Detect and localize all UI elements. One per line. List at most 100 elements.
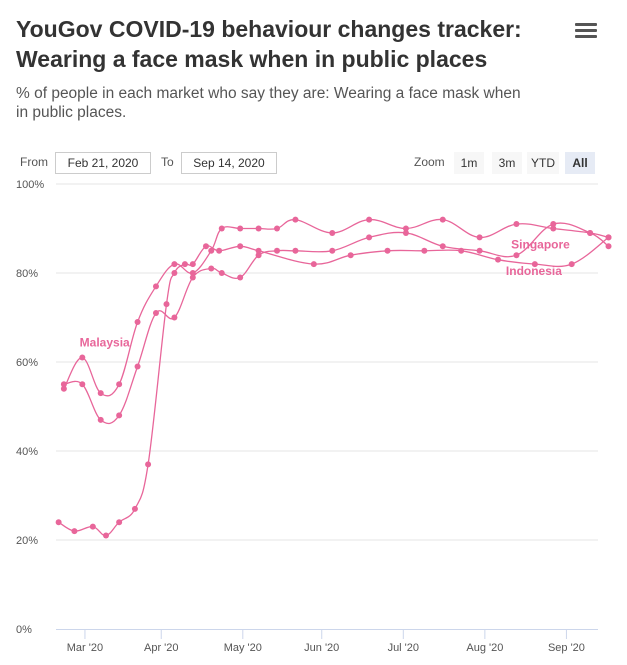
data-point-singapore bbox=[476, 247, 483, 254]
chart-title: YouGov COVID-19 behaviour changes tracke… bbox=[16, 16, 522, 72]
data-point-singapore bbox=[587, 229, 594, 236]
zoom-3m-button[interactable]: 3m bbox=[492, 152, 522, 174]
data-point-indonesia bbox=[55, 519, 62, 526]
data-point-indonesia bbox=[145, 461, 152, 468]
data-point-singapore bbox=[329, 247, 336, 254]
data-point-malaysia bbox=[208, 247, 215, 254]
to-date-input[interactable]: Sep 14, 2020 bbox=[181, 152, 277, 174]
data-point-malaysia bbox=[171, 261, 178, 268]
menu-icon[interactable] bbox=[572, 20, 600, 44]
from-label: From bbox=[20, 155, 48, 169]
data-point-singapore bbox=[79, 381, 86, 388]
y-tick-label: 60% bbox=[16, 357, 38, 369]
x-tick-label: Jul '20 bbox=[388, 642, 419, 654]
y-tick-label: 100% bbox=[16, 179, 44, 191]
data-point-indonesia bbox=[421, 247, 428, 254]
menu-bar bbox=[575, 35, 597, 38]
data-point-singapore bbox=[366, 234, 373, 241]
data-point-malaysia bbox=[439, 216, 446, 223]
data-point-singapore bbox=[189, 274, 196, 281]
x-tick-label: Aug '20 bbox=[466, 642, 503, 654]
series-label-malaysia: Malaysia bbox=[80, 335, 130, 349]
data-point-indonesia bbox=[605, 234, 612, 241]
zoom-ytd-button[interactable]: YTD bbox=[527, 152, 559, 174]
data-point-singapore bbox=[208, 265, 215, 272]
y-tick-label: 20% bbox=[16, 535, 38, 547]
data-point-indonesia bbox=[181, 261, 188, 268]
data-point-singapore bbox=[292, 247, 299, 254]
data-point-malaysia bbox=[513, 221, 520, 228]
data-point-indonesia bbox=[89, 523, 96, 530]
data-point-malaysia bbox=[116, 381, 123, 388]
data-point-singapore bbox=[152, 310, 159, 317]
data-point-malaysia bbox=[402, 225, 409, 232]
data-point-malaysia bbox=[292, 216, 299, 223]
series-label-indonesia: Indonesia bbox=[506, 264, 562, 278]
data-point-malaysia bbox=[218, 225, 225, 232]
data-point-malaysia bbox=[550, 225, 557, 232]
y-tick-label: 40% bbox=[16, 446, 38, 458]
menu-bar bbox=[575, 23, 597, 26]
from-date-input[interactable]: Feb 21, 2020 bbox=[55, 152, 151, 174]
series-line-singapore bbox=[63, 222, 609, 425]
data-point-singapore bbox=[513, 252, 520, 259]
data-point-malaysia bbox=[97, 390, 104, 397]
data-point-indonesia bbox=[310, 261, 317, 268]
data-point-malaysia bbox=[189, 270, 196, 276]
data-point-indonesia bbox=[216, 247, 223, 254]
data-point-indonesia bbox=[171, 270, 178, 276]
data-point-malaysia bbox=[237, 225, 244, 232]
data-point-singapore bbox=[97, 416, 104, 423]
data-point-malaysia bbox=[329, 229, 336, 236]
y-tick-label: 0% bbox=[16, 624, 32, 636]
data-point-singapore bbox=[60, 381, 67, 388]
zoom-label: Zoom bbox=[414, 155, 445, 169]
series-line-indonesia bbox=[58, 236, 609, 537]
data-point-malaysia bbox=[60, 385, 67, 392]
data-point-singapore bbox=[274, 247, 281, 254]
data-point-indonesia bbox=[202, 243, 209, 250]
x-tick-label: May '20 bbox=[224, 642, 262, 654]
data-point-singapore bbox=[255, 252, 262, 259]
chart-subtitle: % of people in each market who say they … bbox=[16, 85, 521, 121]
data-point-singapore bbox=[134, 363, 141, 370]
data-point-indonesia bbox=[255, 247, 262, 254]
data-point-indonesia bbox=[102, 532, 109, 539]
x-tick-label: Sep '20 bbox=[548, 642, 585, 654]
menu-bar bbox=[575, 29, 597, 32]
data-point-malaysia bbox=[152, 283, 159, 290]
data-point-malaysia bbox=[255, 225, 262, 232]
data-point-singapore bbox=[439, 243, 446, 250]
data-point-indonesia bbox=[163, 301, 170, 308]
data-point-indonesia bbox=[347, 252, 354, 259]
data-point-indonesia bbox=[116, 519, 123, 526]
data-point-indonesia bbox=[384, 247, 391, 254]
data-point-indonesia bbox=[458, 247, 465, 254]
data-point-indonesia bbox=[531, 261, 538, 268]
data-point-malaysia bbox=[476, 234, 483, 241]
data-point-indonesia bbox=[568, 261, 575, 268]
series-label-singapore: Singapore bbox=[511, 238, 570, 252]
data-point-indonesia bbox=[495, 256, 502, 263]
to-label: To bbox=[161, 155, 174, 169]
x-tick-label: Mar '20 bbox=[67, 642, 103, 654]
x-tick-label: Apr '20 bbox=[144, 642, 179, 654]
data-point-singapore bbox=[171, 314, 178, 321]
data-point-indonesia bbox=[189, 261, 196, 268]
data-point-malaysia bbox=[134, 318, 141, 325]
data-point-singapore bbox=[237, 274, 244, 281]
zoom-all-button[interactable]: All bbox=[565, 152, 595, 174]
x-tick-label: Jun '20 bbox=[304, 642, 339, 654]
data-point-indonesia bbox=[237, 243, 244, 250]
data-point-singapore bbox=[402, 229, 409, 236]
data-point-malaysia bbox=[79, 354, 86, 361]
data-point-singapore bbox=[550, 221, 557, 228]
data-point-indonesia bbox=[131, 505, 138, 512]
data-point-indonesia bbox=[71, 528, 78, 535]
data-point-malaysia bbox=[274, 225, 281, 232]
y-tick-label: 80% bbox=[16, 268, 38, 280]
data-point-singapore bbox=[116, 412, 123, 419]
data-point-singapore bbox=[218, 270, 225, 276]
zoom-1m-button[interactable]: 1m bbox=[454, 152, 484, 174]
